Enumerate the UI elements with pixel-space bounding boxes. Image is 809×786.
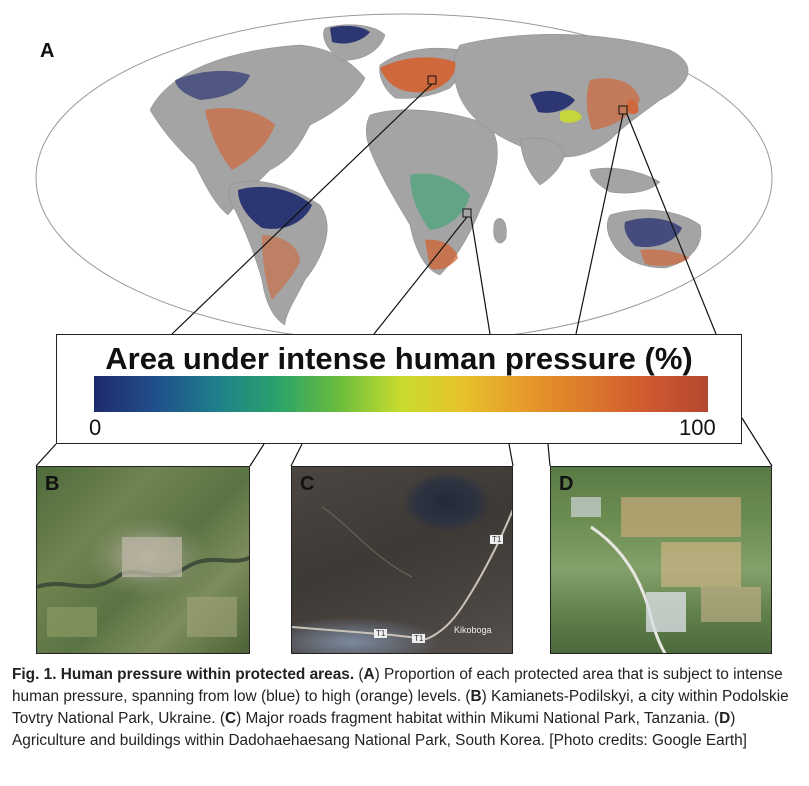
panel-d-label: D bbox=[559, 473, 574, 495]
field-a bbox=[621, 497, 741, 537]
connector-c-bottom-right bbox=[508, 443, 514, 467]
india bbox=[519, 137, 566, 186]
field-c bbox=[701, 587, 761, 622]
caption-fig-label: Fig. 1. Human pressure within protected … bbox=[12, 666, 355, 683]
road-label-t1-b: T1 bbox=[374, 629, 388, 638]
caption-c-letter: C bbox=[224, 710, 237, 727]
asia-central-low bbox=[530, 90, 575, 113]
africa-southern-high bbox=[425, 239, 458, 270]
buildings bbox=[646, 592, 686, 632]
connector-c-top-2 bbox=[470, 216, 491, 335]
connector-c-top bbox=[373, 216, 468, 335]
europe-high-pressure bbox=[380, 57, 456, 93]
caption-d-letter: D bbox=[719, 710, 731, 727]
caption-d-text: ) Agriculture and buildings within Dadoh… bbox=[12, 710, 747, 749]
caption-a-letter: A bbox=[363, 666, 375, 683]
australia-high bbox=[640, 249, 690, 266]
legend-colorbar bbox=[94, 376, 708, 412]
road-label-t1-a: T1 bbox=[490, 535, 504, 544]
road-t1-straight bbox=[292, 626, 428, 640]
asia-east-high bbox=[586, 78, 640, 130]
connector-b-top bbox=[171, 83, 433, 335]
connector-d-bottom-left bbox=[547, 443, 551, 467]
photo-b-kamianets-podilskyi: B bbox=[36, 466, 250, 654]
field-1 bbox=[47, 607, 97, 637]
connector-d-top bbox=[575, 113, 624, 335]
figure-caption: Fig. 1. Human pressure within protected … bbox=[12, 664, 797, 752]
north-america-high bbox=[205, 108, 275, 170]
panel-c-label: C bbox=[300, 473, 315, 495]
greenland-low bbox=[330, 25, 370, 44]
south-america-mid bbox=[262, 235, 300, 300]
field-2 bbox=[187, 597, 237, 637]
connector-c-bottom-left bbox=[290, 443, 303, 467]
amazon-low-pressure bbox=[238, 186, 312, 229]
panel-a-label: A bbox=[40, 40, 55, 62]
africa-mixed bbox=[410, 173, 470, 230]
connector-b-bottom-left bbox=[35, 443, 57, 467]
buildings-2 bbox=[571, 497, 601, 517]
panel-b-label: B bbox=[45, 473, 60, 495]
photo-d-dadohaehaesang: D bbox=[550, 466, 772, 654]
road-label-t1-c: T1 bbox=[412, 634, 426, 643]
world-map bbox=[35, 13, 773, 467]
place-label-kikoboga: Kikoboga bbox=[454, 625, 492, 635]
photo-c-mikumi: C T1 T1 T1 Kikoboga bbox=[291, 466, 513, 654]
legend-box: Area under intense human pressure (%) 0 … bbox=[56, 334, 742, 444]
track bbox=[321, 506, 413, 578]
connector-d-top-2 bbox=[626, 113, 717, 335]
caption-b-text: ) Kamianets-Podilskyi, a city within Pod… bbox=[12, 688, 789, 727]
legend-title: Area under intense human pressure (%) bbox=[105, 341, 693, 376]
connector-b-bottom-right bbox=[249, 443, 265, 467]
legend-min-label: 0 bbox=[89, 415, 102, 440]
asia-yellow bbox=[560, 110, 582, 123]
photo-d-fields bbox=[571, 497, 761, 653]
road bbox=[590, 525, 667, 653]
asia bbox=[453, 34, 689, 158]
north-america-low bbox=[175, 70, 250, 100]
field-b bbox=[661, 542, 741, 587]
connector-d-bottom-right bbox=[741, 417, 773, 467]
australia-low bbox=[624, 218, 682, 248]
legend-max-label: 100 bbox=[679, 415, 716, 440]
road-t1-curve bbox=[426, 509, 512, 640]
south-korea-high bbox=[626, 99, 639, 115]
madagascar bbox=[493, 218, 507, 244]
caption-b-letter: B bbox=[470, 688, 482, 705]
caption-a-text: ) Proportion of each protected area that… bbox=[12, 666, 783, 705]
caption-c-text: ) Major roads fragment habitat within Mi… bbox=[236, 710, 720, 727]
connector-lines bbox=[35, 83, 773, 467]
caption-a-open: ( bbox=[354, 666, 364, 683]
photo-b-texture bbox=[37, 537, 249, 637]
town-block bbox=[122, 537, 182, 577]
protected-area-overlays bbox=[175, 25, 690, 300]
